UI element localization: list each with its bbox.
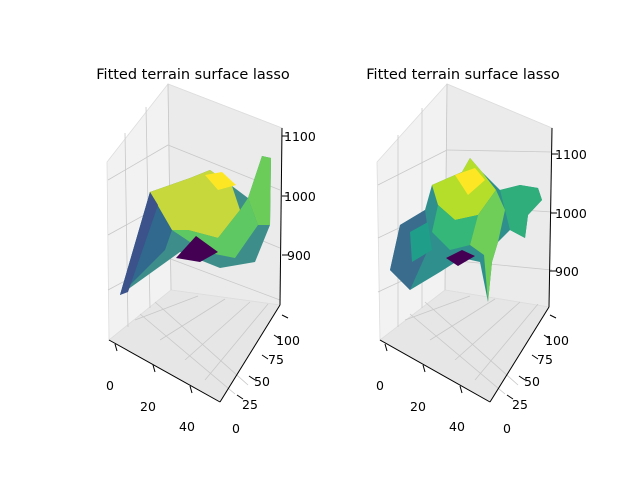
right-ztick-1: 1000 (555, 206, 587, 221)
right-title: Fitted terrain surface lasso (366, 67, 560, 83)
right-surface (390, 158, 542, 302)
left-xtick-0: 0 (106, 378, 114, 393)
left-xtick-1: 20 (140, 399, 156, 414)
right-ytick-3: 75 (537, 352, 553, 367)
right-ytick-2: 50 (524, 374, 540, 389)
right-axes (379, 127, 553, 403)
left-ztick-0: 900 (287, 248, 311, 263)
subplot-right: 0 20 40 0 25 50 75 100 900 1000 1100 Fit… (366, 67, 587, 436)
left-title: Fitted terrain surface lasso (96, 67, 290, 83)
right-ytick-4: 100 (545, 333, 569, 348)
left-axes (108, 127, 283, 403)
left-ytick-3: 75 (268, 352, 284, 367)
right-ztick-0: 900 (555, 264, 579, 279)
left-ytick-0: 0 (232, 421, 240, 436)
right-xtick-1: 20 (410, 399, 426, 414)
left-ztick-2: 1100 (284, 129, 316, 144)
subplot-left: 0 20 40 0 25 50 75 100 900 1000 1100 Fit… (96, 67, 316, 436)
left-ztick-1: 1000 (284, 189, 316, 204)
left-surface (120, 156, 271, 295)
left-xtick-2: 40 (179, 419, 195, 434)
right-tick-marks (384, 153, 558, 400)
right-ytick-0: 0 (503, 421, 511, 436)
right-ytick-1: 25 (512, 397, 528, 412)
left-ytick-1: 25 (242, 397, 258, 412)
left-ytick-2: 50 (254, 374, 270, 389)
right-xtick-0: 0 (376, 378, 384, 393)
right-ztick-2: 1100 (555, 147, 587, 162)
left-tick-marks (114, 135, 289, 400)
left-ytick-4: 100 (276, 333, 300, 348)
right-xtick-2: 40 (449, 419, 465, 434)
